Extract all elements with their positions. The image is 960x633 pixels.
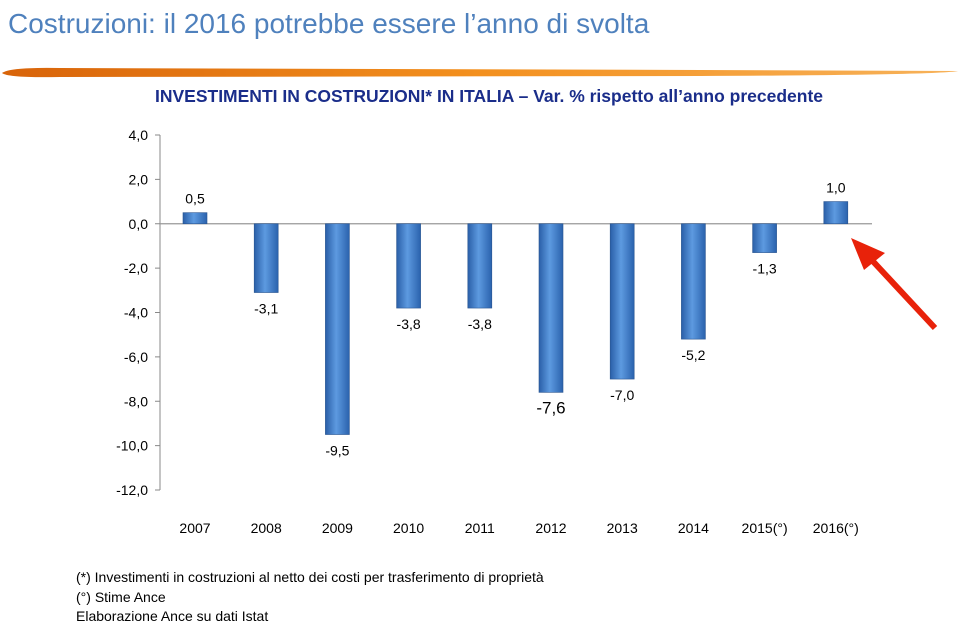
bar-2015(°) (752, 223, 777, 253)
y-tick-label: 0,0 (129, 216, 149, 232)
footnote-asterisk: (*) Investimenti in costruzioni al netto… (76, 569, 544, 585)
chart-title: INVESTIMENTI IN COSTRUZIONI* IN ITALIA –… (154, 86, 824, 106)
y-tick-label: 2,0 (129, 171, 149, 187)
data-label: -5,2 (681, 347, 705, 363)
y-tick-label: -10,0 (116, 438, 148, 454)
bar-2016(°) (823, 201, 849, 225)
y-tick-label: 4,0 (129, 127, 149, 143)
x-tick-label: 2012 (535, 520, 566, 536)
orange-brush-divider (2, 67, 958, 78)
data-label: -1,3 (753, 261, 777, 277)
data-label: -3,8 (397, 316, 421, 332)
footnote-estimates: (°) Stime Ance (76, 588, 166, 605)
footnotes: (*) Investimenti in costruzioni al netto… (76, 568, 544, 627)
x-tick-label: 2011 (465, 520, 495, 536)
y-tick-label: -2,0 (124, 260, 148, 276)
red-arrow-annotation (851, 238, 938, 331)
y-tick-label: -4,0 (124, 305, 148, 321)
bar-2009 (325, 223, 350, 435)
data-label: -9,5 (325, 443, 349, 459)
x-tick-label: 2010 (393, 520, 424, 536)
x-tick-label: 2008 (251, 520, 282, 536)
bar-2007 (182, 212, 208, 225)
data-label: -3,1 (254, 301, 278, 317)
x-tick-label: 2016(°) (813, 520, 859, 536)
y-tick-label: -6,0 (124, 349, 148, 365)
y-tick-label: -12,0 (116, 482, 148, 498)
bar-2011 (467, 223, 493, 309)
y-tick-label: -8,0 (124, 393, 148, 409)
bar-2008 (253, 223, 279, 293)
bar-2013 (609, 223, 635, 380)
bar-chart: 4,0 2,0 0,0 -2,0 -4,0 -6,0 -8,0 -10,0 -12,0 2007… (116, 127, 938, 536)
footnote-source: Elaborazione Ance su dati Istat (76, 608, 269, 624)
bar-2010 (396, 223, 421, 309)
data-label: 0,5 (185, 191, 205, 207)
x-tick-label: 2015(°) (742, 520, 788, 536)
bar-2014 (681, 223, 706, 340)
arrow-head-icon (851, 238, 885, 270)
x-tick-label: 2014 (678, 520, 709, 536)
x-tick-label: 2007 (179, 520, 210, 536)
bar-2012 (538, 223, 564, 393)
data-label: -3,8 (468, 316, 492, 332)
data-label: -7,0 (610, 387, 634, 403)
data-label: -7,6 (536, 398, 565, 417)
data-label: 1,0 (826, 180, 846, 196)
x-tick-label: 2013 (607, 520, 638, 536)
x-tick-label: 2009 (322, 520, 353, 536)
slide-title: Costruzioni: il 2016 potrebbe essere l’a… (8, 8, 650, 39)
